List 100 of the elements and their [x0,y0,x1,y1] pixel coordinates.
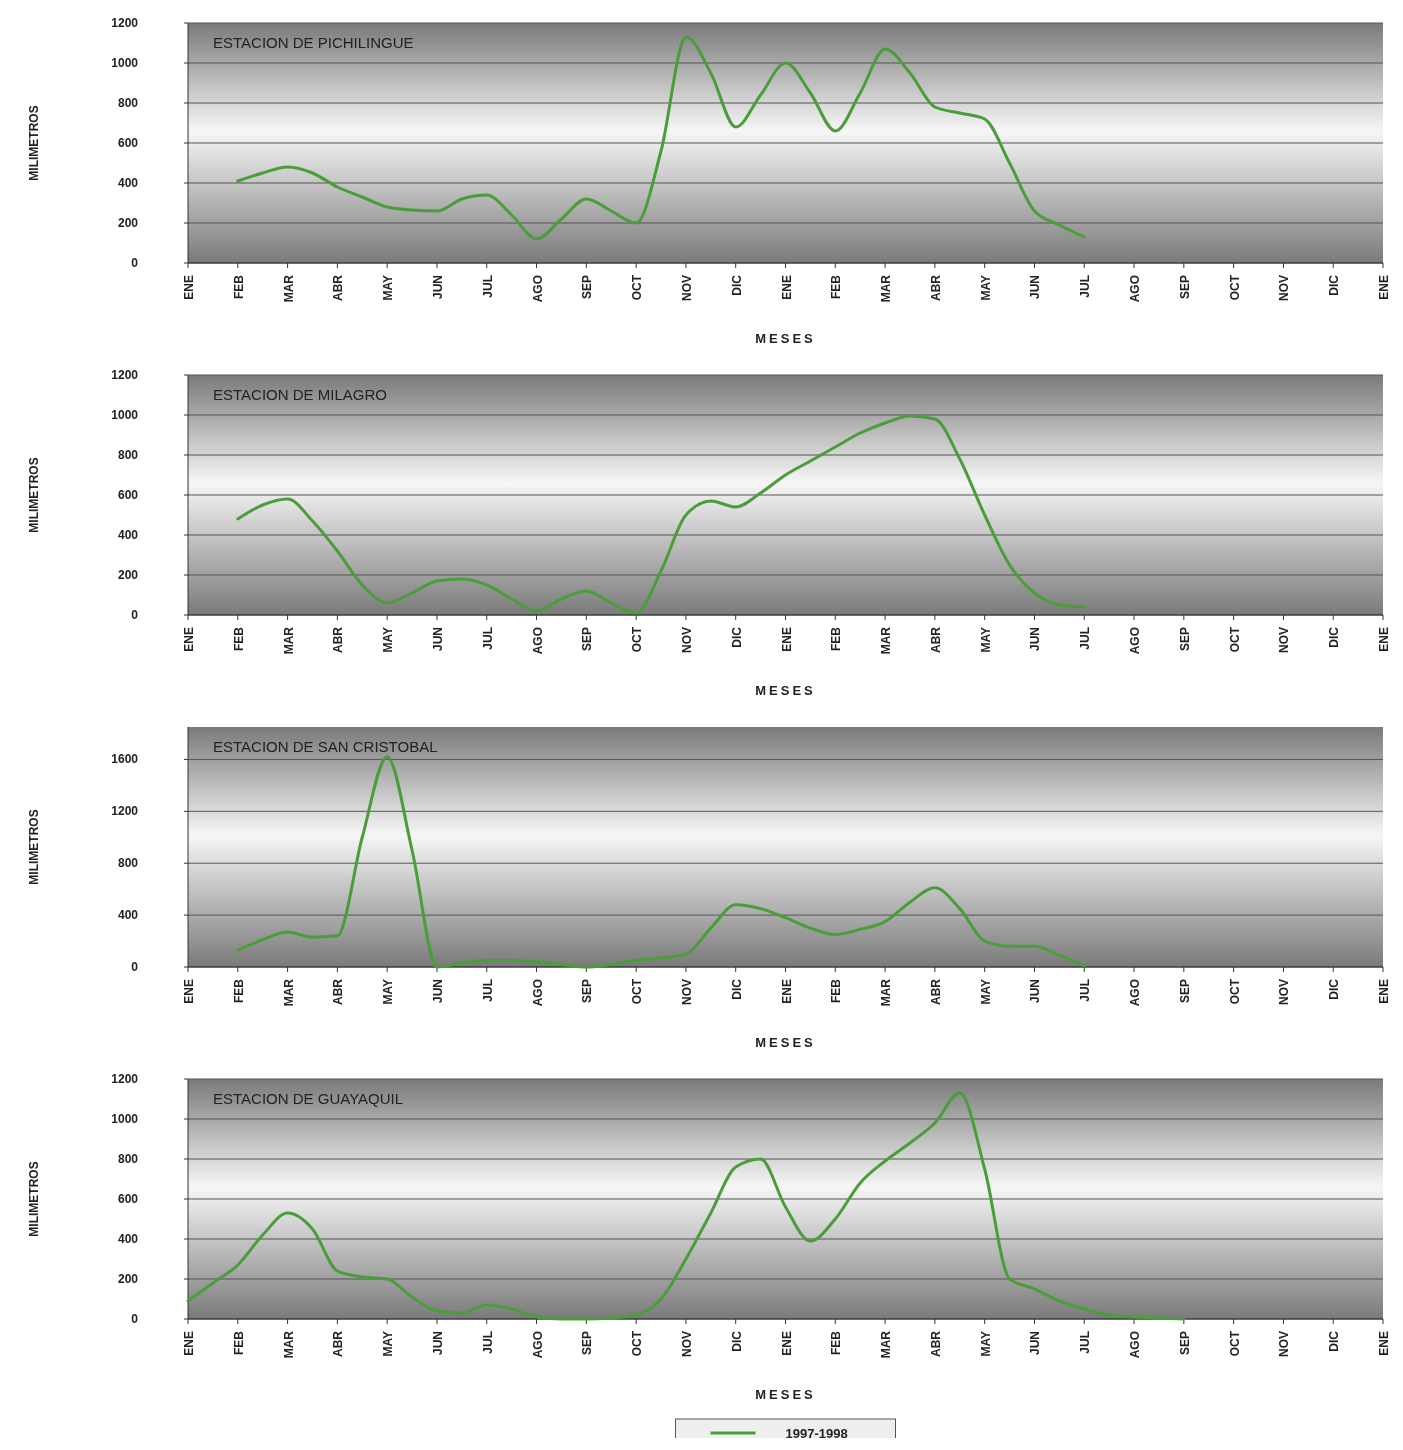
x-tick-label: MAY [978,1331,993,1357]
y-axis-title: MILIMETROS [27,809,41,885]
x-axis-title: MESES [755,1387,816,1402]
x-tick-label: MAY [381,275,396,301]
x-tick-label: ENE [182,979,196,1004]
x-tick-label: ENE [1377,627,1391,652]
x-tick-label: ABR [331,978,346,1005]
x-tick-label: AGO [530,1331,545,1359]
x-tick-label: AGO [530,627,545,655]
y-tick-label: 0 [131,608,139,622]
x-tick-label: ENE [1377,275,1391,300]
x-tick-label: MAY [381,979,396,1005]
x-tick-label: OCT [630,274,645,301]
x-tick-label: MAR [281,626,296,655]
x-tick-label: JUL [480,627,495,650]
x-tick-label: MAY [978,979,993,1005]
x-tick-label: SEP [1177,1331,1192,1356]
x-tick-label: OCT [1227,978,1242,1005]
x-tick-label: ABR [331,274,346,301]
y-tick-label: 0 [131,960,139,974]
x-tick-label: AGO [530,275,545,303]
y-tick-label: 600 [117,136,139,150]
x-tick-label: ABR [928,626,943,653]
y-tick-label: 400 [117,908,139,923]
x-tick-label: NOV [1277,275,1292,302]
x-tick-label: ENE [779,979,794,1004]
x-tick-label: ABR [928,274,943,301]
x-axis-title: MESES [755,1035,816,1050]
x-tick-label: AGO [1128,627,1143,655]
text: ESTACION DE PICHILINGUE [213,34,414,51]
x-tick-label: NOV [679,275,694,302]
x-tick-label: ABR [928,1330,943,1357]
y-tick-label: 600 [117,488,139,502]
x-tick-label: NOV [1277,627,1292,654]
x-tick-label: JUN [430,1331,445,1356]
x-tick-label: JUL [480,1331,495,1354]
x-tick-label: JUL [480,979,495,1002]
x-tick-label: SEP [580,1331,595,1356]
x-tick-label: ENE [182,627,196,652]
y-tick-label: 800 [117,448,139,462]
x-tick-label: ABR [331,1330,346,1357]
x-tick-label: JUN [1028,627,1043,652]
y-tick-label: 400 [117,176,139,190]
x-tick-label: ENE [779,275,794,300]
y-tick-label: 200 [117,1272,139,1286]
y-axis-title: MILIMETROS [27,457,41,533]
x-tick-label: MAR [281,978,296,1007]
x-tick-label: JUL [1078,979,1093,1002]
x-tick-label: MAR [281,274,296,303]
line-series [236,414,1086,615]
x-axis-title: MESES [755,683,816,698]
y-tick-label: 1200 [111,804,139,819]
x-tick-label: MAR [879,1330,894,1359]
y-axis-title: MILIMETROS [27,1161,41,1237]
text: ESTACION DE MILAGRO [213,386,387,403]
x-tick-label: MAY [381,1331,396,1357]
x-tick-label: FEB [829,978,844,1003]
x-tick-label: MAY [381,627,396,653]
x-tick-label: FEB [231,978,246,1003]
x-tick-label: ENE [779,1331,794,1356]
x-tick-label: SEP [580,275,595,300]
line-series [186,1091,1186,1321]
y-tick-label: 0 [131,256,139,270]
x-tick-label: JUN [1028,979,1043,1004]
x-tick-label: NOV [1277,979,1292,1006]
y-tick-label: 400 [117,528,139,542]
x-tick-label: MAR [879,626,894,655]
x-tick-label: FEB [829,626,844,651]
y-tick-label: 1000 [111,1112,139,1126]
text: ESTACION DE SAN CRISTOBAL [213,738,438,755]
x-tick-label: SEP [1177,275,1192,300]
y-tick-label: 800 [117,96,139,110]
x-tick-label: ABR [928,978,943,1005]
x-tick-label: MAY [978,627,993,653]
x-tick-label: AGO [530,979,545,1007]
x-tick-label: ENE [1377,1331,1391,1356]
x-tick-label: OCT [1227,626,1242,653]
x-tick-label: DIC [729,274,744,296]
x-tick-label: MAR [281,1330,296,1359]
x-tick-label: DIC [729,978,744,1000]
y-tick-label: 1000 [111,56,139,70]
x-tick-label: JUL [480,275,495,298]
x-tick-label: JUN [1028,1331,1043,1356]
x-tick-label: OCT [1227,1330,1242,1357]
x-tick-label: JUN [1028,275,1043,300]
x-tick-label: AGO [1128,1331,1143,1359]
x-tick-label: DIC [1327,274,1342,296]
x-tick-label: FEB [829,274,844,299]
y-tick-label: 1000 [111,408,139,422]
y-tick-label: 800 [117,1152,139,1166]
x-tick-label: NOV [679,1331,694,1358]
x-tick-label: JUL [1078,275,1093,298]
x-tick-label: ABR [331,626,346,653]
x-tick-label: OCT [630,1330,645,1357]
x-tick-label: ENE [1377,979,1391,1004]
x-tick-label: DIC [729,1330,744,1352]
legend-label: 1997-1998 [785,1426,848,1441]
x-tick-label: JUL [1078,627,1093,650]
x-tick-label: NOV [1277,1331,1292,1358]
x-tick-label: ENE [779,627,794,652]
